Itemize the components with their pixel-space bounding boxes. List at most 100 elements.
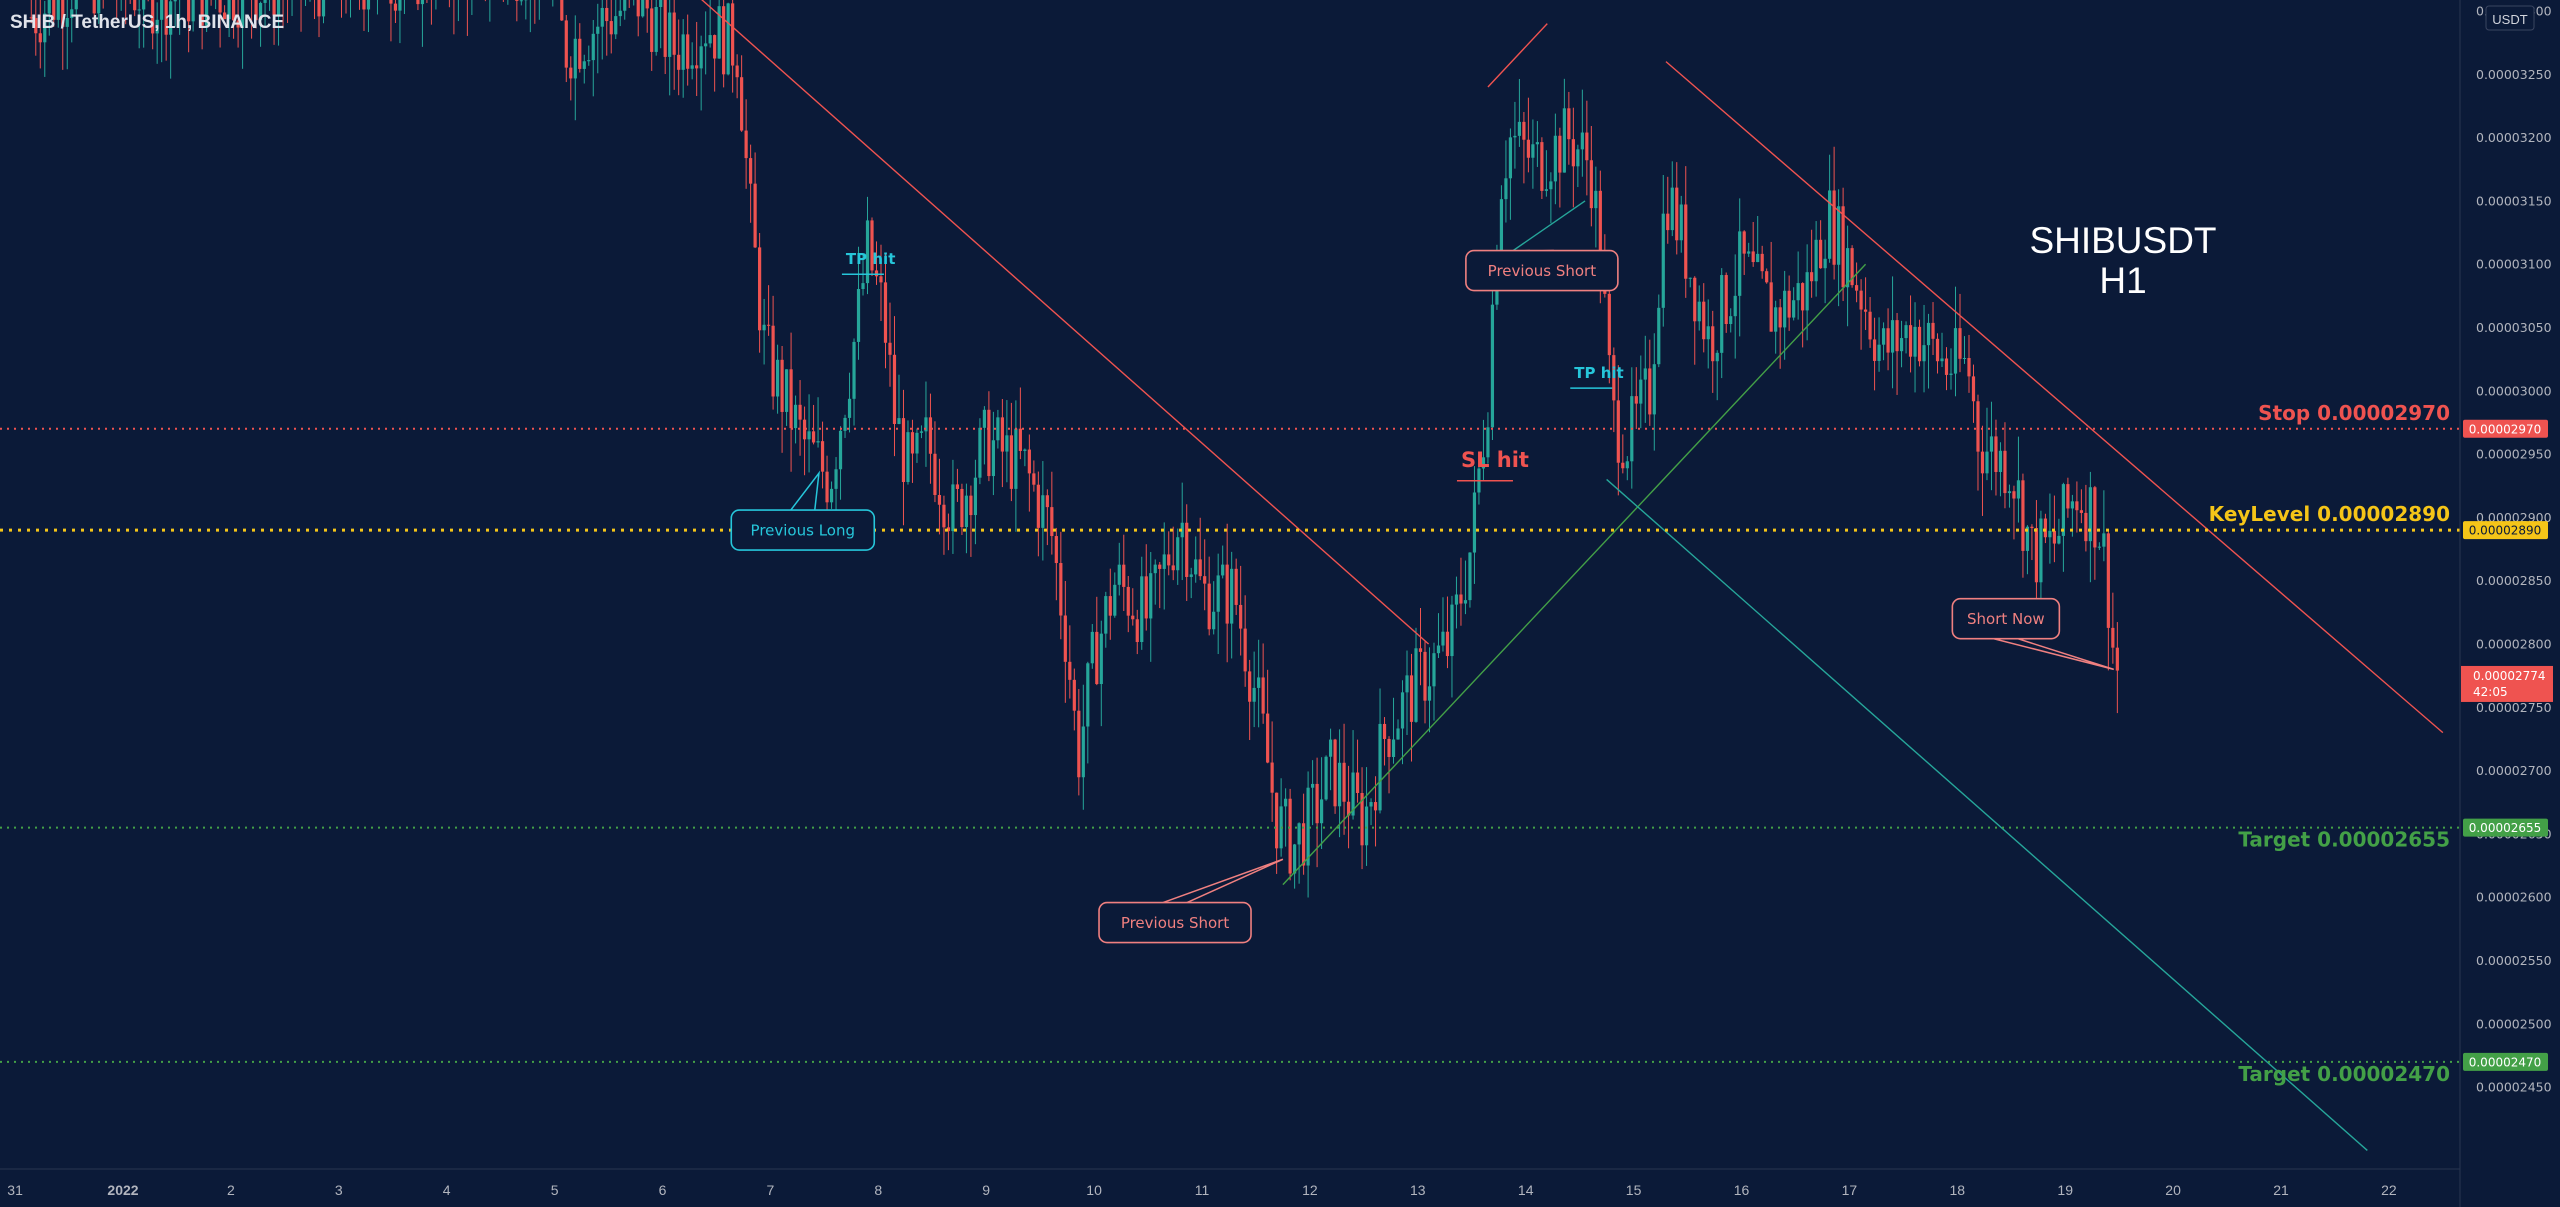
candle-275 xyxy=(1266,669,1270,764)
candle-314 xyxy=(1441,597,1445,652)
candle-220 xyxy=(1018,387,1022,460)
x-tick-3: 3 xyxy=(335,1182,343,1198)
candle-234 xyxy=(1081,684,1085,810)
candle-151 xyxy=(708,0,712,48)
candle-289 xyxy=(1328,728,1333,791)
candle-77 xyxy=(376,0,378,15)
candle-126 xyxy=(596,3,600,74)
callout-previous-long[interactable]: Previous Long xyxy=(730,470,876,551)
x-tick-2: 2 xyxy=(227,1182,235,1198)
candle-33 xyxy=(179,0,181,35)
callout-previous-long-text: Previous Long xyxy=(751,522,855,540)
annotations: Previous Long Previous Short Previous Shor… xyxy=(730,249,2114,944)
candle-428 xyxy=(1953,286,1958,397)
candle-171 xyxy=(798,380,802,456)
channel-top[interactable] xyxy=(1487,23,1548,88)
candle-116 xyxy=(552,0,554,7)
downtrend-1[interactable] xyxy=(700,0,1430,645)
candle-288 xyxy=(1324,755,1328,801)
x-tick-17: 17 xyxy=(1842,1182,1858,1198)
currency-button[interactable] xyxy=(2485,5,2535,31)
candle-413 xyxy=(1886,308,1890,371)
candle-131 xyxy=(618,0,622,27)
stop-level-label: Stop 0.00002970 xyxy=(2258,401,2450,425)
candle-376 xyxy=(1720,268,1724,379)
lower-trend[interactable] xyxy=(1606,478,2368,1151)
candle-271 xyxy=(1248,659,1252,741)
candle-55 xyxy=(276,0,281,46)
key-level-label: KeyLevel 0.00002890 xyxy=(2209,502,2450,526)
candle-436 xyxy=(1989,401,1994,491)
candle-54 xyxy=(272,0,276,45)
candle-359 xyxy=(1643,335,1647,423)
candle-205 xyxy=(951,459,955,554)
candle-31 xyxy=(169,0,173,79)
candle-242 xyxy=(1117,542,1121,596)
candle-160 xyxy=(749,144,753,223)
candle-296 xyxy=(1360,767,1364,870)
candle-408 xyxy=(1863,277,1868,330)
callout-previous-short-1[interactable]: Previous Short xyxy=(1098,858,1284,944)
callout-short-now[interactable]: Short Now xyxy=(1951,597,2114,671)
candle-399 xyxy=(1823,239,1827,304)
candle-256 xyxy=(1180,482,1184,581)
candle-358 xyxy=(1639,355,1643,429)
downtrend-2[interactable] xyxy=(1665,61,2444,734)
candle-282 xyxy=(1297,822,1301,884)
candle-287 xyxy=(1319,757,1324,849)
tp-hit-label-2: TP hit xyxy=(1570,364,1624,389)
candle-189 xyxy=(879,244,883,322)
candle-429 xyxy=(1958,293,1962,373)
candle-330 xyxy=(1513,101,1517,169)
candle-185 xyxy=(861,255,865,296)
candle-80 xyxy=(389,0,393,42)
candle-370 xyxy=(1693,276,1697,365)
candle-209 xyxy=(969,485,973,557)
candle-360 xyxy=(1648,339,1652,426)
candle-407 xyxy=(1859,279,1863,350)
candle-190 xyxy=(883,253,888,369)
candle-193 xyxy=(897,374,901,425)
candle-191 xyxy=(888,302,892,387)
candle-130 xyxy=(614,0,618,40)
candle-384 xyxy=(1756,216,1760,263)
candle-50 xyxy=(254,0,258,29)
callout-previous-short-2[interactable]: Previous Short xyxy=(1465,249,1619,292)
candle-416 xyxy=(1899,320,1904,368)
candle-150 xyxy=(704,11,708,75)
x-tick-16: 16 xyxy=(1734,1182,1750,1198)
candle-29 xyxy=(160,0,164,63)
candle-406 xyxy=(1854,262,1859,303)
candle-203 xyxy=(942,495,946,555)
currency-button-label[interactable]: USDT xyxy=(2492,12,2527,27)
candle-162 xyxy=(758,232,762,353)
candle-146 xyxy=(686,14,690,86)
candle-335 xyxy=(1535,121,1539,167)
candle-118 xyxy=(560,0,564,22)
uptrend[interactable] xyxy=(1282,263,1867,886)
candle-156 xyxy=(731,0,735,93)
candle-49 xyxy=(251,0,253,39)
candle-163 xyxy=(762,298,766,365)
candle-379 xyxy=(1733,254,1737,359)
x-tick-22: 22 xyxy=(2381,1182,2397,1198)
candle-298 xyxy=(1369,798,1373,826)
candle-301 xyxy=(1382,717,1387,766)
candle-452 xyxy=(2061,482,2066,572)
candle-305 xyxy=(1400,680,1405,765)
candle-283 xyxy=(1302,793,1306,875)
candle-316 xyxy=(1450,595,1454,698)
candle-421 xyxy=(1922,304,1926,393)
price-levels: Stop 0.00002970 KeyLevel 0.00002890 Target… xyxy=(0,401,2460,1086)
candle-144 xyxy=(677,19,681,96)
candle-14 xyxy=(92,0,96,24)
price-axis[interactable] xyxy=(2461,0,2560,1207)
candle-332 xyxy=(1522,111,1526,184)
candle-312 xyxy=(1432,642,1436,721)
candle-389 xyxy=(1778,298,1782,369)
candle-237 xyxy=(1095,596,1099,686)
candle-218 xyxy=(1009,402,1013,502)
candle-378 xyxy=(1729,308,1733,333)
x-tick-0: 31 xyxy=(7,1182,23,1198)
